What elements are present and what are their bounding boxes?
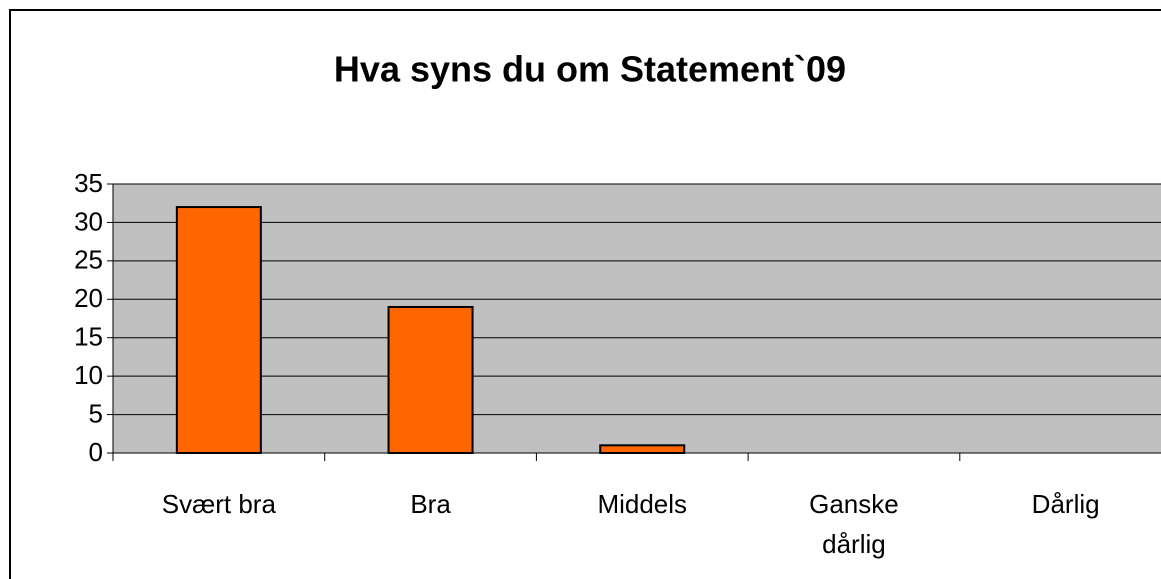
- y-tick-label: 30: [74, 206, 103, 236]
- y-tick-label: 20: [74, 283, 103, 313]
- x-tick-label: Middels: [597, 489, 688, 519]
- bar: [387, 305, 474, 454]
- y-tick-label: 35: [74, 168, 103, 198]
- x-tick-label: Ganske dårlig: [809, 489, 899, 559]
- y-tick-label: 15: [74, 322, 103, 352]
- bar: [599, 444, 686, 455]
- y-tick-label: 5: [89, 398, 103, 428]
- y-tick-label: 10: [74, 360, 103, 390]
- chart-title: Hva syns du om Statement`09: [334, 49, 846, 90]
- y-tick-label: 25: [74, 245, 103, 275]
- bar: [175, 206, 262, 454]
- x-tick-label: Dårlig: [1031, 489, 1100, 519]
- x-tick-label: Bra: [410, 489, 451, 519]
- x-tick-label: Svært bra: [161, 489, 276, 519]
- plot-area: [112, 183, 1161, 454]
- y-tick-label: 0: [89, 437, 103, 467]
